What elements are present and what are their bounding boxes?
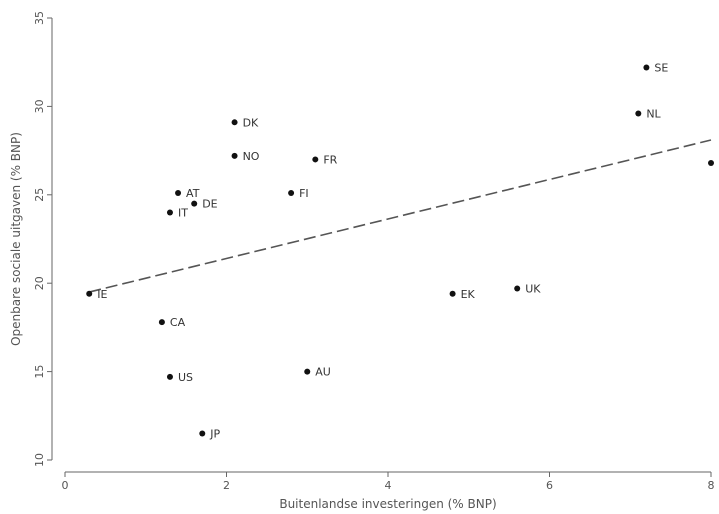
data-point: [643, 64, 650, 71]
data-point: [166, 373, 173, 380]
point-label: FI: [299, 187, 309, 200]
y-axis-title: Openbare sociale uitgaven (% BNP): [9, 132, 23, 346]
data-point: [231, 152, 238, 159]
point-label: AT: [186, 187, 200, 200]
x-axis-title: Buitenlandse investeringen (% BNP): [279, 497, 496, 511]
point-label: DK: [243, 116, 259, 129]
y-tick-label: 20: [33, 276, 46, 290]
data-point: [312, 156, 319, 163]
y-tick-label: 15: [33, 365, 46, 379]
point-label: NL: [646, 107, 661, 120]
point-label: IT: [178, 206, 188, 219]
y-tick-label: 30: [33, 99, 46, 113]
point-label: US: [178, 371, 193, 384]
point-label: NO: [243, 150, 260, 163]
point-label: EK: [461, 288, 476, 301]
data-point: [158, 319, 165, 326]
x-tick-label: 4: [385, 479, 392, 492]
point-label: CA: [170, 316, 186, 329]
fit-line-group: [89, 139, 712, 293]
point-label: UK: [525, 283, 541, 296]
data-point: [191, 200, 198, 207]
point-label: FR: [323, 153, 337, 166]
point-label: IE: [97, 288, 107, 301]
y-tick-label: 10: [33, 453, 46, 467]
y-tick-label: 25: [33, 188, 46, 202]
data-point: [288, 190, 295, 197]
data-point: [199, 430, 206, 437]
point-label: JP: [209, 427, 220, 440]
x-tick-label: 6: [546, 479, 553, 492]
data-point: [175, 190, 182, 197]
data-point: [514, 285, 521, 292]
data-point: [635, 110, 642, 117]
data-point: [708, 159, 714, 166]
data-point: [304, 368, 311, 375]
fit-line: [89, 139, 712, 293]
point-label: SE: [654, 62, 668, 75]
data-point: [166, 209, 173, 216]
axes: 0 2 4 6 8 10 15 20 25 30 35: [33, 11, 715, 492]
x-tick-label: 2: [223, 479, 230, 492]
data-point: [231, 119, 238, 126]
y-tick-label: 35: [33, 11, 46, 25]
data-point: [86, 290, 93, 297]
point-label: DE: [202, 198, 217, 211]
data-point: [449, 290, 456, 297]
x-tick-label: 8: [708, 479, 715, 492]
x-tick-label: 0: [62, 479, 69, 492]
point-label: AU: [315, 366, 331, 379]
